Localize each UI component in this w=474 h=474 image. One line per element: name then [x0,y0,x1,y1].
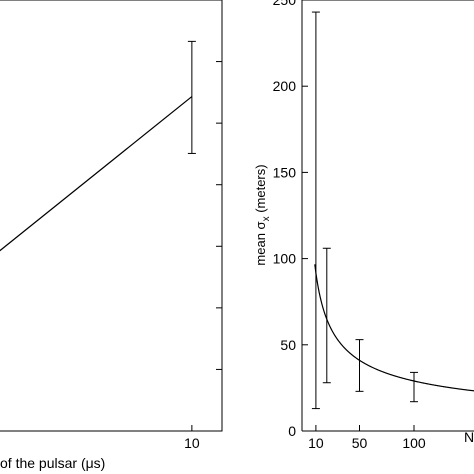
right-y-tick-label: 200 [273,78,297,94]
right-panel: 0 50 100 150 200 250 10 50 100 N mean σx (meter… [253,0,474,451]
right-y-axis-label-unit: (meters) [253,164,268,216]
right-series [311,11,474,410]
right-y-tick-label: 50 [280,337,296,353]
left-plot-frame [0,0,223,432]
right-y-tick-label: 0 [288,423,296,439]
right-y-axis-label-sub: x [261,216,272,221]
right-y-tick-label: 250 [273,0,297,8]
left-panel: 10 of the pulsar (μs) [0,0,223,471]
left-series [0,40,196,252]
left-y-ticks [216,61,222,370]
right-y-tick-label: 100 [273,251,297,267]
right-x-axis-label: N [464,429,474,445]
right-y-axis-label: mean σx (meters) [253,164,272,265]
right-y-tick-label: 150 [273,164,297,180]
left-series-line [0,96,193,252]
right-x-ticks: 10 50 100 [308,425,426,451]
right-x-tick-label: 10 [308,435,324,451]
left-x-axis-label: of the pulsar (μs) [0,455,105,471]
left-x-tick-label: 10 [184,435,200,451]
right-y-ticks: 0 50 100 150 200 250 [273,0,308,439]
left-x-ticks: 10 [184,425,200,451]
right-y-axis-label-main: mean σ [253,221,268,265]
right-series-curve [314,264,474,392]
right-x-tick-label: 100 [402,435,426,451]
right-x-tick-label: 50 [352,435,368,451]
